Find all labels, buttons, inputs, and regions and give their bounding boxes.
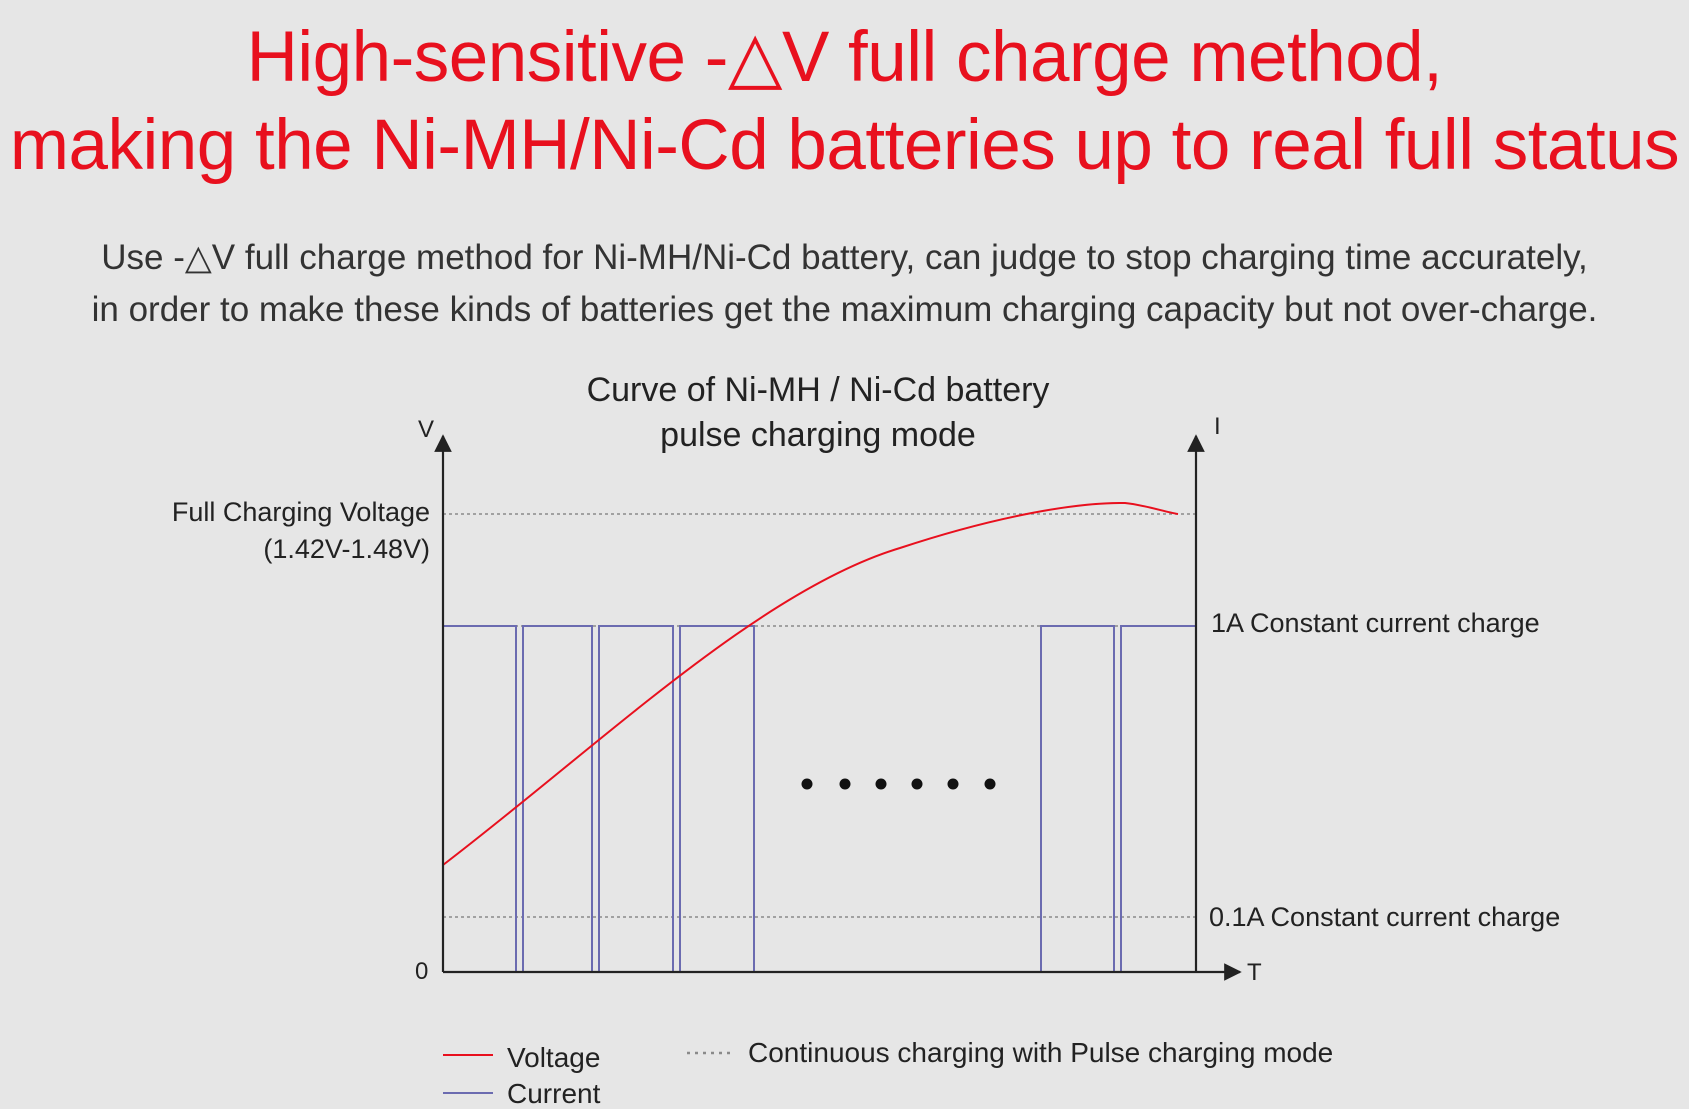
legend-current-label: Current [507,1078,601,1109]
description-line-2: in order to make these kinds of batterie… [91,290,1598,329]
ellipsis-dots [801,778,996,790]
diagram-title-line-2: pulse charging mode [660,416,976,454]
current-axis-label: I [1214,413,1221,440]
high-current-label: 1A Constant current charge [1211,608,1540,638]
legend-dotted-label: Continuous charging with Pulse charging … [748,1037,1333,1068]
description-line-1: Use -△V full charge method for Ni-MH/Ni-… [101,238,1588,277]
headline-line-1: High-sensitive -△V full charge method, [246,18,1443,97]
full-voltage-range-label: (1.42V-1.48V) [263,534,430,564]
time-axis-label: T [1247,959,1262,986]
full-voltage-label: Full Charging Voltage [172,497,430,527]
low-current-label: 0.1A Constant current charge [1209,902,1560,932]
description: Use -△V full charge method for Ni-MH/Ni-… [0,232,1689,336]
voltage-axis-label: V [418,416,434,443]
origin-label: 0 [415,958,428,985]
headline-line-2: making the Ni-MH/Ni-Cd batteries up to r… [9,106,1680,185]
voltage-curve [442,501,1179,866]
headline: High-sensitive -△V full charge method, m… [0,14,1689,190]
current-waveform [443,625,1196,973]
legend-voltage-label: Voltage [507,1042,600,1073]
diagram-title-line-1: Curve of Ni-MH / Ni-Cd battery [587,371,1050,409]
